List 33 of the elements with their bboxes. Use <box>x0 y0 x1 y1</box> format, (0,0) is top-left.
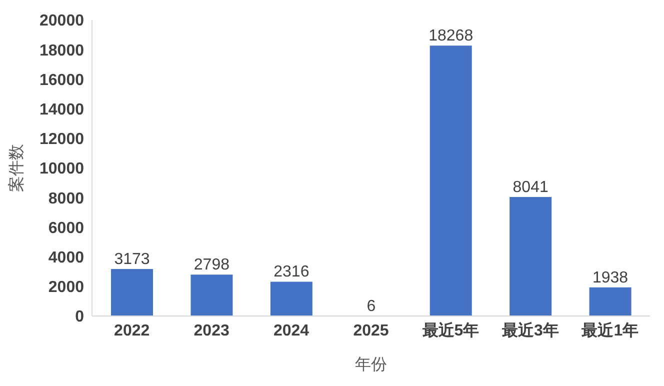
data-label: 2316 <box>274 264 310 281</box>
y-tick-label: 18000 <box>40 42 84 60</box>
bar <box>430 46 472 316</box>
y-axis-title: 案件数 <box>8 144 26 192</box>
y-tick-label: 4000 <box>48 249 84 266</box>
data-label: 2798 <box>194 256 230 274</box>
bar <box>589 287 632 316</box>
y-tick-label: 14000 <box>40 101 84 118</box>
data-label: 3173 <box>114 251 150 268</box>
y-tick-label: 8000 <box>48 190 84 208</box>
data-label: 8041 <box>512 178 548 196</box>
y-tick-label: 0 <box>75 308 84 326</box>
y-tick-label: 10000 <box>40 160 84 178</box>
x-tick-label: 最近1年 <box>580 321 639 340</box>
x-tick-label: 2025 <box>353 322 389 340</box>
y-tick-label: 12000 <box>40 131 84 148</box>
data-label: 1938 <box>592 269 628 286</box>
bar <box>510 196 552 316</box>
bar <box>111 269 153 316</box>
y-tick-label: 6000 <box>48 220 84 237</box>
data-label: 18268 <box>428 28 474 45</box>
x-tick-label: 最近3年 <box>500 321 559 340</box>
data-label: 6 <box>366 298 376 315</box>
x-axis-title: 年份 <box>355 356 387 374</box>
x-tick-label: 2023 <box>194 322 230 340</box>
y-tick-label: 16000 <box>40 72 84 89</box>
x-tick-label: 2024 <box>273 322 310 340</box>
bar <box>190 274 233 316</box>
y-tick-label: 2000 <box>48 279 84 296</box>
x-tick-label: 2022 <box>114 322 150 340</box>
y-tick-label: 20000 <box>40 12 84 30</box>
bar <box>270 282 312 316</box>
x-tick-label: 最近5年 <box>421 321 480 340</box>
